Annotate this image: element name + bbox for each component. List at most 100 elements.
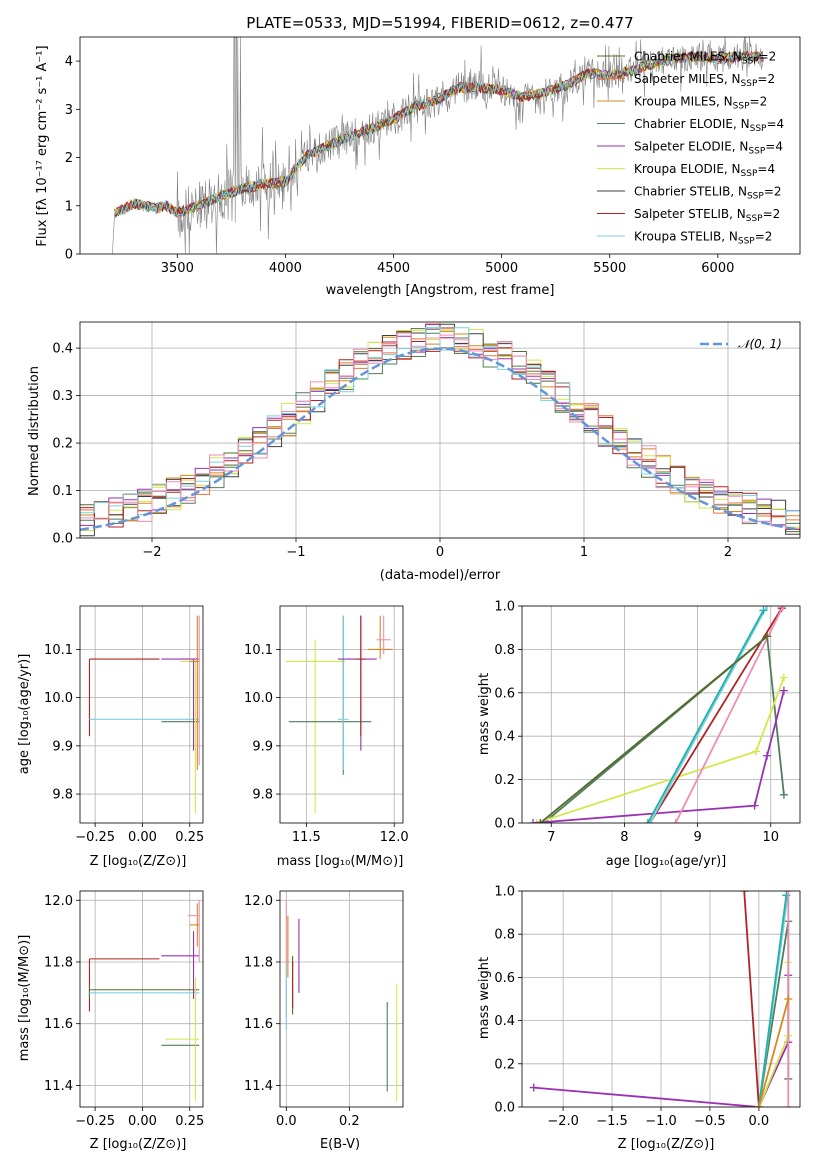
residuals-plot: −2 −1 0 1 2 0.0 0.1 0.2 0.3 0.4 𝒩(0, 1) (52, 321, 801, 560)
mass-weight-marker (763, 632, 772, 641)
y-tick-label: 0.4 (494, 1014, 515, 1029)
massweight-vs-Z-ylabel: mass weight (477, 957, 492, 1039)
grid-lines (280, 606, 403, 823)
axes-frame (79, 605, 204, 824)
mass-weight-line (649, 606, 768, 823)
age-vs-mass-plot: 11.5 12.0 9.8 9.9 10.0 10.1 (244, 605, 409, 845)
mass-weight-marker (754, 1103, 763, 1107)
y-tick-label: 0.1 (52, 484, 73, 499)
y-tick-label: 1 (65, 199, 73, 214)
legend-value: =2 (755, 230, 773, 244)
x-tick-label: −2.0 (547, 1114, 579, 1129)
legend-value: =2 (764, 185, 782, 199)
chart-title: PLATE=0533, MJD=51994, FIBERID=0612, z=0… (246, 14, 633, 32)
y-tick-label: 12.0 (44, 894, 73, 909)
legend-label: Salpeter ELODIE, NSSP=4 (634, 140, 783, 157)
grid-lines (522, 890, 800, 1108)
mass-weight-line (649, 607, 783, 823)
residuals-xlabel: (data-model)/error (380, 568, 501, 583)
legend-label: Chabrier ELODIE, NSSP=4 (634, 117, 784, 134)
mass-vs-metallicity-plot: −0.25 0.00 0.25 11.4 11.6 11.8 12.0 (44, 890, 204, 1129)
x-tick-label: −0.5 (694, 1114, 726, 1129)
y-tick-label: 4 (65, 55, 73, 70)
residual-histogram-step (80, 332, 800, 530)
mass-weight-marker (536, 819, 545, 823)
x-tick-label: −1 (286, 545, 305, 560)
x-tick-label: 10 (762, 830, 779, 845)
residual-histogram-step (80, 326, 800, 527)
mass-weight-line (743, 891, 760, 1107)
legend-value: =2 (750, 95, 768, 109)
legend-value: =2 (759, 50, 777, 64)
massweight-vs-age-plot: 7 8 9 10 0.0 0.2 0.4 0.6 0.8 1.0 (494, 600, 801, 845)
y-tick-label: 0.8 (494, 643, 515, 658)
massweight-vs-age-ylabel: mass weight (477, 673, 492, 755)
x-tick-label: 12.0 (380, 830, 409, 845)
spectrum-legend: Chabrier MILES, NSSP=2 Salpeter MILES, NS… (597, 50, 784, 247)
legend-label: Kroupa ELODIE, NSSP=4 (634, 162, 775, 179)
mass-weight-marker (528, 819, 537, 823)
x-tick-label: 4000 (269, 261, 302, 276)
y-tick-label: 10.0 (244, 691, 273, 706)
x-tick-label: 0.00 (128, 1114, 157, 1129)
legend-label: Salpeter STELIB, NSSP=2 (634, 207, 780, 224)
legend-subscript: SSP (748, 147, 765, 157)
mass-weight-marker (752, 747, 761, 756)
legend-label: Chabrier MILES, NSSP=2 (634, 50, 776, 67)
mass-weight-line (539, 635, 768, 823)
mass-weight-marker (671, 819, 680, 823)
y-tick-label: 0.2 (52, 437, 73, 452)
y-tick-label: 0.4 (52, 342, 73, 357)
mass-weight-line (532, 690, 785, 823)
legend-value: =2 (757, 72, 775, 86)
axes-frame (521, 890, 801, 1108)
axes-frame (79, 36, 801, 255)
legend-label: Kroupa MILES, NSSP=2 (634, 95, 767, 112)
x-tick-label: 0.00 (128, 830, 157, 845)
y-tick-label: 11.6 (44, 1017, 73, 1032)
x-tick-label: 0 (436, 545, 444, 560)
legend-subscript: SSP (741, 79, 758, 89)
mass-weight-marker (750, 801, 759, 810)
grid-lines (80, 606, 203, 823)
legend-label: Chabrier STELIB, NSSP=2 (634, 185, 782, 202)
x-tick-label: −2 (142, 545, 161, 560)
y-tick-label: 11.6 (244, 1017, 273, 1032)
mass-weight-marker (532, 819, 541, 823)
legend-subscript: SSP (746, 214, 763, 224)
mass-weight-marker (779, 606, 788, 610)
legend-value: =4 (765, 140, 783, 154)
y-tick-label: 1.0 (494, 600, 515, 615)
mass-weight-line (758, 998, 790, 1107)
y-tick-label: 9.9 (252, 739, 273, 754)
x-tick-label: 1 (580, 545, 588, 560)
x-tick-label: 3500 (161, 261, 194, 276)
y-tick-label: 0.8 (494, 928, 515, 943)
mass-weight-line (647, 609, 765, 823)
y-tick-label: 0.0 (494, 1101, 515, 1116)
legend-subscript: SSP (733, 102, 750, 112)
model-spectrum-line (114, 51, 764, 218)
x-tick-label: 4500 (377, 261, 410, 276)
mass-vs-ebv-plot: 0.0 0.2 11.4 11.6 11.8 12.0 (244, 890, 404, 1129)
legend-subscript: SSP (747, 192, 764, 202)
x-tick-label: 8 (620, 830, 628, 845)
age-vs-Z-xlabel: Z [log₁₀(Z/Z⊙)] (90, 854, 187, 869)
x-tick-label: −1.5 (596, 1114, 628, 1129)
y-tick-label: 0.3 (52, 389, 73, 404)
spectrum-xlabel: wavelength [Angstrom, rest frame] (326, 283, 555, 298)
model-spectrum-line (114, 50, 764, 219)
legend-subscript: SSP (750, 124, 767, 134)
massweight-vs-Z-xlabel: Z [log₁₀(Z/Z⊙)] (618, 1137, 715, 1152)
gaussian-legend-label: 𝒩(0, 1) (738, 337, 782, 351)
x-tick-label: 0.0 (276, 1114, 297, 1129)
mass-weight-marker (784, 891, 793, 895)
x-tick-label: 2 (724, 545, 732, 560)
y-tick-label: 9.9 (52, 739, 73, 754)
x-tick-label: 0.0 (749, 1114, 770, 1129)
y-tick-label: 0 (65, 248, 73, 263)
mass-weight-line (758, 962, 790, 1107)
x-tick-label: 7 (547, 830, 555, 845)
age-vs-Z-ylabel: age [log₁₀(age/yr)] (17, 654, 32, 775)
y-tick-label: 11.8 (244, 955, 273, 970)
